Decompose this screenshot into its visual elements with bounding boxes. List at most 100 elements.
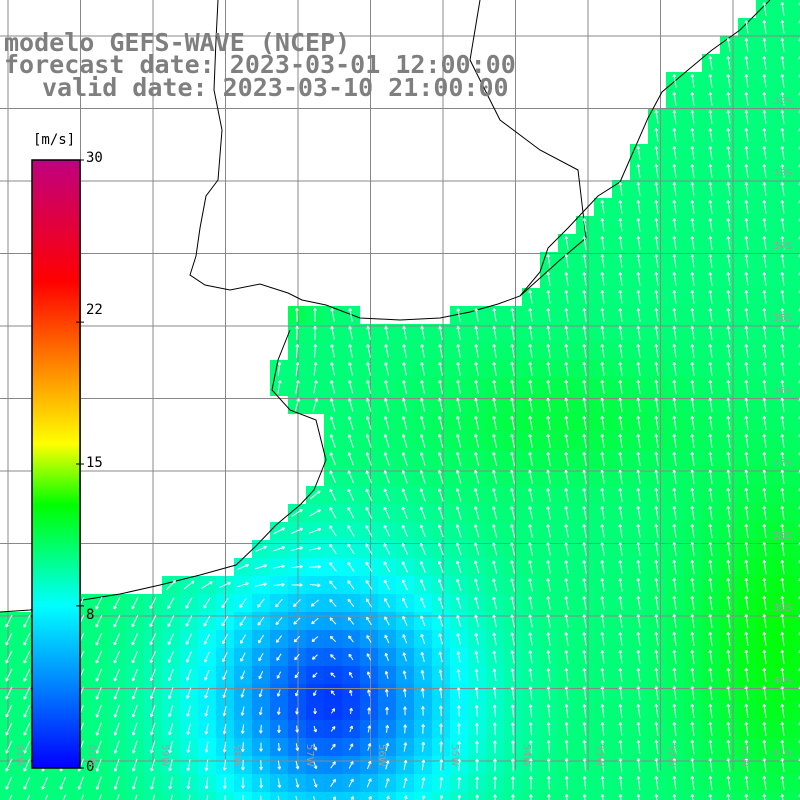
wind-arrow bbox=[600, 505, 605, 520]
wind-arrow bbox=[310, 599, 319, 607]
wind-arrow bbox=[582, 451, 587, 466]
wind-arrow bbox=[600, 595, 605, 610]
wind-arrow bbox=[762, 541, 767, 556]
lat-label: 32S bbox=[773, 96, 793, 107]
wind-arrow bbox=[708, 433, 713, 448]
wind-arrow bbox=[492, 397, 497, 412]
wind-arrow bbox=[421, 777, 426, 789]
wind-arrow bbox=[690, 721, 695, 737]
wind-arrow bbox=[492, 415, 497, 430]
wind-arrow bbox=[185, 597, 193, 609]
wind-arrow bbox=[762, 757, 767, 772]
wind-arrow bbox=[600, 218, 605, 232]
wind-arrow bbox=[113, 776, 120, 790]
wind-arrow bbox=[600, 469, 605, 484]
wind-cell bbox=[792, 180, 800, 198]
wind-arrow bbox=[654, 182, 659, 196]
wind-arrow bbox=[600, 703, 605, 718]
wind-cell bbox=[792, 18, 800, 36]
wind-arrow bbox=[365, 543, 373, 555]
wind-arrow bbox=[365, 580, 373, 590]
wind-arrow bbox=[780, 74, 785, 88]
wind-arrow bbox=[672, 721, 677, 736]
wind-arrow bbox=[654, 577, 659, 592]
wind-arrow bbox=[241, 759, 245, 771]
wind-arrow bbox=[636, 325, 641, 340]
wind-arrow bbox=[347, 452, 354, 466]
wind-arrow bbox=[672, 182, 677, 196]
wind-arrow bbox=[237, 563, 249, 570]
wind-arrow bbox=[62, 794, 67, 800]
wind-arrow bbox=[618, 433, 623, 448]
wind-arrow bbox=[564, 524, 569, 538]
wind-arrow bbox=[672, 218, 677, 232]
wind-arrow bbox=[365, 506, 373, 519]
wind-arrow bbox=[780, 236, 785, 250]
wind-arrow bbox=[275, 598, 283, 608]
wind-arrow bbox=[618, 307, 623, 322]
wind-arrow bbox=[291, 509, 303, 517]
wind-cell bbox=[792, 630, 800, 648]
wind-arrow bbox=[582, 775, 587, 790]
wind-arrow bbox=[618, 487, 623, 502]
wind-arrow bbox=[618, 200, 623, 214]
wind-arrow bbox=[780, 703, 785, 718]
wind-arrow bbox=[330, 362, 336, 376]
wind-arrow bbox=[95, 614, 103, 628]
wind-arrow bbox=[654, 613, 659, 628]
wind-arrow bbox=[366, 671, 371, 679]
wind-arrow bbox=[654, 164, 659, 178]
wind-arrow bbox=[690, 415, 695, 430]
wind-arrow bbox=[203, 615, 211, 627]
wind-arrow bbox=[780, 451, 785, 466]
wind-arrow bbox=[780, 361, 785, 376]
wind-arrow bbox=[744, 325, 749, 340]
wind-arrow bbox=[348, 398, 354, 412]
wind-arrow bbox=[582, 289, 587, 304]
wind-arrow bbox=[330, 380, 336, 394]
wind-arrow bbox=[762, 433, 767, 448]
wind-arrow bbox=[600, 451, 605, 466]
wind-arrow bbox=[762, 631, 767, 646]
wind-arrow bbox=[113, 740, 120, 754]
wind-arrow bbox=[311, 654, 318, 660]
wind-arrow bbox=[273, 564, 285, 569]
wind-arrow bbox=[457, 776, 462, 789]
wind-arrow bbox=[672, 146, 677, 160]
wind-arrow bbox=[383, 470, 390, 484]
wind-arrow bbox=[293, 617, 301, 625]
wind-arrow bbox=[636, 775, 641, 790]
wind-arrow bbox=[600, 523, 605, 538]
wind-arrow bbox=[420, 597, 426, 609]
wind-arrow bbox=[744, 667, 749, 682]
wind-arrow bbox=[222, 688, 227, 699]
wind-arrow bbox=[439, 759, 444, 771]
wind-arrow bbox=[510, 524, 516, 538]
wind-arrow bbox=[419, 506, 426, 520]
wind-arrow bbox=[654, 110, 659, 124]
wind-arrow bbox=[456, 325, 461, 340]
wind-arrow bbox=[312, 398, 319, 412]
lat-label: 37S bbox=[773, 458, 793, 469]
wind-cell bbox=[792, 540, 800, 558]
wind-arrow bbox=[600, 613, 605, 628]
wind-cell bbox=[126, 792, 144, 800]
wind-arrow bbox=[528, 469, 533, 484]
wind-arrow bbox=[313, 380, 318, 394]
wind-arrow bbox=[240, 670, 246, 680]
wind-arrow bbox=[528, 722, 533, 736]
wind-arrow bbox=[636, 577, 641, 592]
wind-arrow bbox=[690, 361, 695, 376]
wind-arrow bbox=[690, 541, 695, 556]
wind-arrow bbox=[131, 596, 139, 610]
wind-arrow bbox=[582, 343, 587, 358]
wind-arrow bbox=[672, 577, 677, 592]
wind-arrow bbox=[780, 613, 785, 628]
lon-label: 55W bbox=[449, 744, 460, 767]
wind-arrow bbox=[600, 757, 605, 772]
wind-arrow bbox=[726, 667, 731, 682]
wind-arrow bbox=[383, 579, 391, 591]
wind-arrow bbox=[510, 325, 515, 340]
wind-arrow bbox=[456, 308, 461, 322]
wind-arrow bbox=[672, 272, 677, 286]
